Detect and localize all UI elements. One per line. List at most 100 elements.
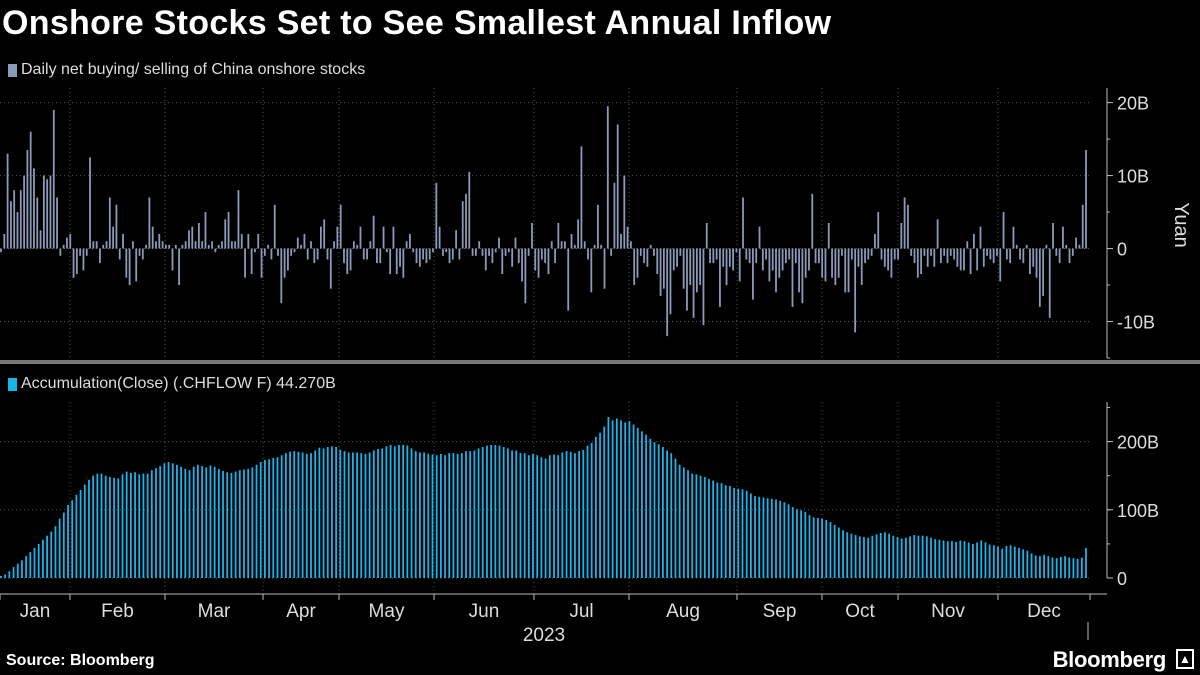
daily-bar: [939, 248, 942, 264]
daily-bar: [382, 226, 385, 249]
accum-bar: [25, 556, 28, 578]
daily-bar: [227, 212, 230, 249]
daily-bar: [247, 233, 250, 249]
daily-bar: [132, 241, 134, 249]
daily-bar: [626, 226, 629, 249]
daily-bar: [837, 248, 840, 278]
accum-bar: [46, 535, 48, 578]
accum-bar: [904, 537, 907, 578]
accum-bar: [138, 474, 141, 578]
accum-bar: [481, 447, 484, 578]
daily-bar: [844, 248, 847, 293]
accum-bar: [226, 472, 229, 578]
accum-bar: [88, 479, 90, 578]
daily-bar: [689, 248, 692, 286]
daily-bar: [550, 241, 553, 249]
daily-bar: [636, 248, 639, 278]
daily-bar: [313, 248, 316, 264]
accum-bar: [276, 457, 279, 578]
accum-bar: [754, 496, 756, 578]
daily-bar: [118, 248, 121, 260]
accum-bar: [1039, 556, 1041, 578]
daily-bar: [270, 248, 273, 260]
accum-bar: [1085, 547, 1087, 578]
daily-bar: [29, 131, 32, 249]
accum-bar: [410, 448, 413, 578]
x-tick-label: May: [369, 601, 405, 622]
accum-bar: [846, 532, 849, 578]
accum-bar: [310, 453, 312, 578]
daily-bar: [725, 248, 728, 286]
daily-bar: [214, 248, 217, 253]
accum-bar: [791, 507, 794, 578]
daily-bar: [524, 248, 527, 304]
accum-bar: [431, 454, 434, 578]
daily-bar: [784, 248, 787, 264]
accum-bar: [699, 475, 702, 578]
daily-bar: [659, 248, 662, 296]
daily-bar: [409, 233, 411, 249]
daily-bar: [125, 248, 128, 278]
accum-bar: [264, 459, 266, 578]
accum-bar: [892, 535, 895, 578]
daily-bar: [287, 248, 289, 271]
daily-bar: [870, 248, 873, 256]
daily-bar: [719, 248, 721, 307]
daily-bar: [620, 233, 622, 249]
daily-bar: [290, 248, 293, 256]
daily-bar: [468, 171, 471, 249]
accum-bar: [318, 447, 321, 578]
daily-panel: 20B 10B 0 -10B: [0, 88, 1155, 359]
daily-bar: [1055, 248, 1058, 256]
daily-bar: [158, 233, 161, 249]
daily-bar: [567, 248, 570, 311]
daily-bar: [1065, 244, 1068, 249]
accum-bar: [544, 458, 547, 578]
daily-bar: [392, 226, 395, 249]
daily-bar: [33, 168, 35, 249]
daily-bar: [484, 248, 487, 271]
accum-bar: [213, 466, 216, 578]
accum-bar: [356, 452, 358, 578]
daily-bar: [963, 248, 965, 271]
daily-bar: [831, 248, 833, 278]
accum-bar: [812, 517, 815, 578]
daily-bar: [356, 244, 359, 249]
accum-bar: [289, 451, 291, 578]
daily-bar: [728, 248, 731, 267]
daily-bar: [36, 197, 39, 249]
accum-bar: [167, 462, 170, 578]
accum-bar: [674, 458, 677, 578]
daily-bar: [986, 248, 988, 256]
daily-bar: [1078, 244, 1081, 249]
x-tick-label: Aug: [666, 601, 700, 622]
daily-bar: [1052, 223, 1054, 249]
accum-bar: [678, 464, 681, 578]
accum-bar: [934, 539, 937, 578]
accum-bar: [712, 480, 715, 578]
daily-bar: [982, 248, 985, 267]
accum-bar: [222, 470, 224, 578]
accum-bar: [121, 474, 124, 578]
daily-bar: [300, 244, 303, 249]
daily-bar: [13, 190, 16, 249]
accum-bar: [653, 442, 656, 578]
accum-bar: [992, 545, 995, 578]
daily-bar: [69, 233, 72, 249]
accum-bar: [79, 490, 82, 578]
accum-bar: [515, 450, 518, 578]
daily-bar: [254, 248, 256, 253]
daily-bar: [606, 106, 609, 249]
daily-bar: [244, 248, 246, 278]
daily-bar: [385, 248, 388, 253]
daily-bar: [425, 248, 428, 264]
daily-bar: [1085, 150, 1087, 249]
daily-bar: [333, 241, 335, 249]
daily-bar: [164, 244, 167, 249]
daily-bar: [926, 248, 929, 267]
daily-bar: [564, 241, 566, 249]
daily-bar: [399, 248, 401, 267]
daily-tick-label: 10B: [1117, 167, 1149, 187]
accum-bar: [142, 473, 145, 578]
daily-bar: [362, 248, 365, 260]
